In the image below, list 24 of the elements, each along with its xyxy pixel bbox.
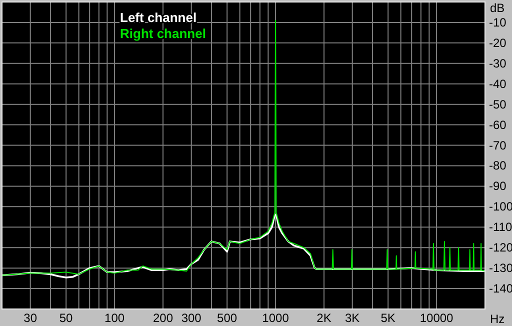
x-tick-label: 10000 xyxy=(420,311,454,325)
y-tick-label: -20 xyxy=(489,36,507,50)
x-tick-label: 100 xyxy=(104,311,125,325)
y-tick-label: -70 xyxy=(489,138,507,152)
x-tick-label: 200 xyxy=(152,311,174,325)
y-axis-title: dB xyxy=(490,1,505,15)
y-tick-label: -80 xyxy=(489,158,507,173)
y-tick-label: -110 xyxy=(489,220,512,234)
y-tick-label: -40 xyxy=(489,76,507,91)
y-tick-label: -90 xyxy=(489,179,507,194)
y-tick-label: -50 xyxy=(489,97,507,112)
y-tick-label: -60 xyxy=(489,118,507,132)
x-axis-title: Hz xyxy=(490,312,505,326)
x-tick-label: 500 xyxy=(217,311,238,325)
text: Left channel xyxy=(120,10,197,25)
x-tick-label: 50 xyxy=(59,311,74,325)
x-tick-label: 30 xyxy=(24,311,38,325)
x-tick-label: 2K xyxy=(316,311,332,325)
x-tick-label: 3K xyxy=(345,311,360,325)
y-tick-label: -10 xyxy=(489,15,507,30)
x-tick-label: 1000 xyxy=(262,311,290,325)
x-tick-label: 300 xyxy=(181,311,202,325)
y-tick-label: -30 xyxy=(489,56,507,70)
x-tick-label: 5K xyxy=(380,311,396,325)
